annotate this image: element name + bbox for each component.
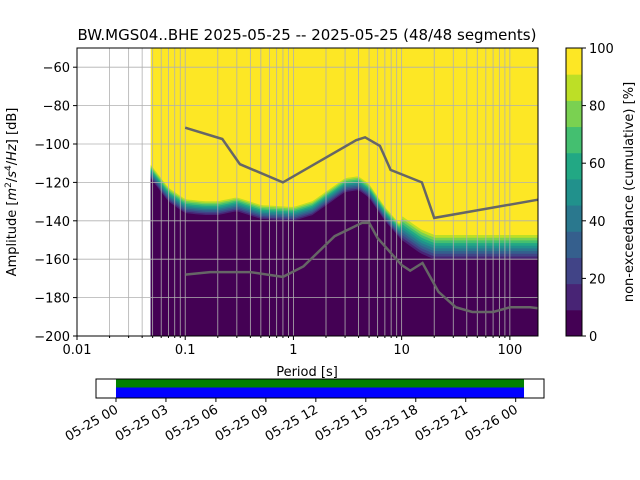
- y-tick-label: −140: [34, 215, 70, 230]
- colorbar-frame: [565, 47, 583, 337]
- y-tick-label: −180: [34, 292, 70, 307]
- colorbar-segment: [566, 74, 582, 101]
- colorbar-tick-label: 80: [589, 100, 606, 115]
- x-tick-label: 0.1: [175, 343, 196, 358]
- series-nlnm: [185, 221, 539, 314]
- timeline-tick-label: 05-25 21: [413, 402, 471, 444]
- colorbar-segment: [566, 231, 582, 258]
- colorbar-segment: [566, 126, 582, 154]
- y-tick-label: −200: [34, 330, 70, 345]
- colorbar-tick-label: 100: [589, 42, 614, 57]
- colorbar: 0 20 40 60 80 100: [565, 42, 614, 345]
- y-label-part: Amplitude [: [5, 201, 20, 277]
- x-tick-label: 10: [393, 343, 410, 358]
- colorbar-segment: [566, 152, 582, 180]
- colorbar-segment: [566, 48, 582, 75]
- timeline-tick-label: 05-25 18: [363, 402, 421, 444]
- timeline-tick-label: 05-26 00: [463, 402, 521, 444]
- y-label-part: /: [5, 177, 20, 182]
- x-tick-label: 0.01: [63, 343, 92, 358]
- ppsd-band-0: [150, 178, 538, 336]
- y-tick-label: −80: [43, 100, 70, 115]
- colorbar-segment: [566, 100, 582, 128]
- colorbar-segment: [566, 178, 582, 206]
- y-tick-label: −60: [43, 61, 70, 76]
- colorbar-tick-label: 60: [589, 157, 606, 172]
- timeline-frame: [95, 378, 545, 399]
- timeline-tick-label: 05-25 12: [263, 402, 321, 444]
- timeline-tick-label: 05-25 15: [313, 402, 371, 444]
- y-label-part: ] [dB]: [5, 108, 20, 145]
- y-axis-label: Amplitude [m2/s4/Hz] [dB]: [4, 108, 20, 277]
- y-tick-label: −120: [34, 176, 70, 191]
- data-coverage-bar: [115, 379, 525, 388]
- y-label-part: Hz: [5, 143, 20, 161]
- y-label-part: 2: [4, 182, 14, 188]
- grid: [76, 48, 538, 337]
- plot-area: 0.01 0.1 1 10 100 −200 −180 −160 −140 −120 −100 −80…: [34, 47, 539, 358]
- colorbar-tick-label: 40: [589, 215, 606, 230]
- series-nhnm: [184, 126, 539, 220]
- y-label-part: /: [5, 160, 20, 165]
- y-label-part: m: [5, 188, 20, 201]
- timeline-tick-label: 05-25 09: [213, 402, 271, 444]
- y-tick-label: −100: [34, 138, 70, 153]
- plot-frame: [76, 47, 539, 337]
- x-tick-label: 1: [289, 343, 297, 358]
- timeline-tick-label: 05-25 00: [63, 402, 121, 444]
- colorbar-tick-label: 20: [589, 272, 606, 287]
- colorbar-segment: [566, 205, 582, 232]
- x-tick-label: 100: [497, 343, 522, 358]
- y-tick-label: −160: [34, 253, 70, 268]
- chart-title: BW.MGS04..BHE 2025-05-25 -- 2025-05-25 (…: [78, 26, 537, 44]
- y-label-part: s: [5, 171, 20, 178]
- colorbar-label: non-exceedance (cumulative) [%]: [622, 82, 637, 302]
- timeline-tick-label: 05-25 03: [113, 402, 171, 444]
- colorbar-segment: [566, 283, 582, 311]
- colorbar-segment: [566, 257, 582, 285]
- y-label-part: 4: [4, 165, 14, 171]
- x-axis-label: Period [s]: [276, 365, 338, 380]
- colorbar-segment: [566, 309, 582, 337]
- timeline-tick-label: 05-25 06: [163, 402, 221, 444]
- colorbar-tick-label: 0: [589, 330, 597, 345]
- processed-coverage-bar: [115, 387, 525, 398]
